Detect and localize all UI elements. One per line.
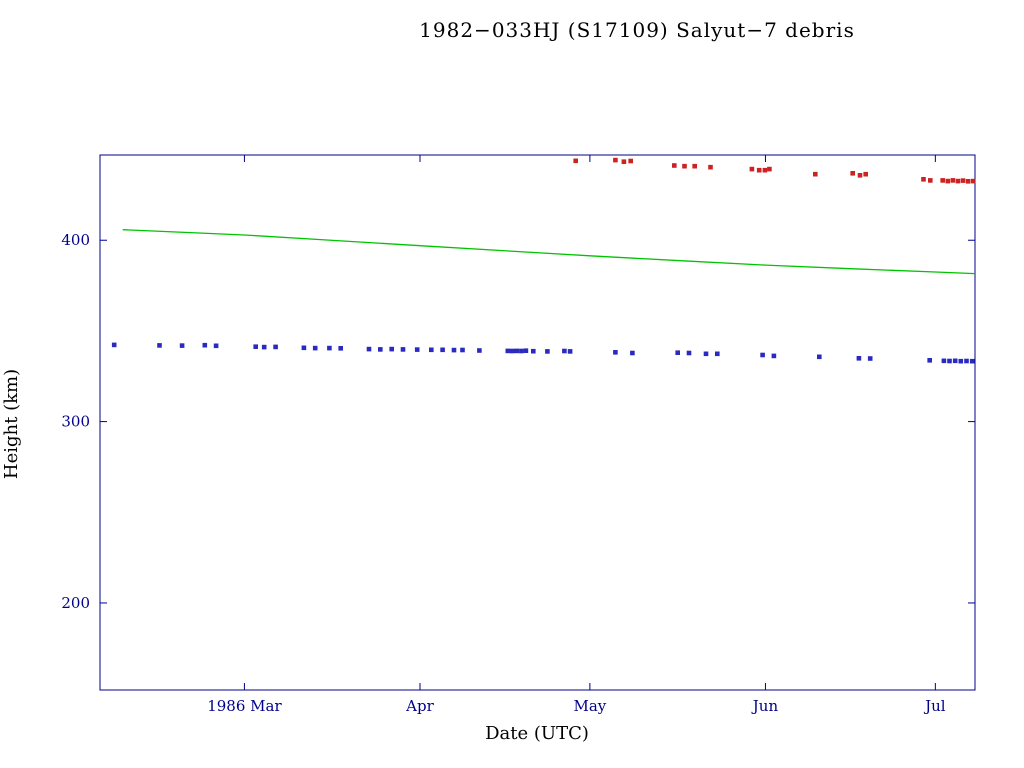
- perigee-height-blue-squares-point: [927, 358, 932, 363]
- apogee-height-red-squares-point: [573, 158, 578, 164]
- perigee-height-blue-squares-point: [400, 347, 406, 352]
- apogee-height-red-squares-point: [708, 164, 713, 170]
- perigee-height-blue-squares-point: [111, 342, 117, 348]
- perigee-height-blue-squares-point: [715, 351, 720, 357]
- perigee-height-blue-squares-point: [952, 358, 958, 364]
- perigee-height-blue-squares-point: [947, 358, 952, 364]
- perigee-height-blue-squares-point: [327, 345, 332, 351]
- mean-height-green-line: [122, 229, 976, 275]
- x-tick-label: Jun: [751, 697, 779, 715]
- perigee-height-blue-squares-point: [338, 346, 343, 351]
- apogee-height-red-squares-point: [621, 159, 627, 164]
- apogee-height-red-squares-point: [921, 177, 926, 182]
- perigee-height-blue-squares-point: [630, 350, 635, 356]
- apogee-height-red-squares-point: [971, 178, 976, 184]
- apogee-height-red-squares-point: [749, 166, 755, 172]
- apogee-height-red-squares-point: [756, 167, 762, 173]
- perigee-height-blue-squares-point: [817, 354, 822, 360]
- perigee-height-blue-squares-point: [477, 348, 482, 353]
- plot-area: 1986 Mar Apr May Jun Jul 200 300 400: [61, 154, 976, 715]
- perigee-height-blue-squares-point: [760, 352, 765, 358]
- perigee-height-blue-squares-point: [523, 348, 529, 353]
- y-tick-label: 300: [61, 413, 90, 431]
- perigee-height-blue-squares-point: [451, 347, 457, 353]
- x-tick-label: 1986 Mar: [207, 697, 282, 715]
- apogee-height-red-squares-point: [628, 158, 633, 164]
- apogee-height-red-squares-point: [863, 171, 868, 177]
- perigee-height-blue-squares-point: [440, 347, 445, 353]
- perigee-height-blue-squares-point: [157, 343, 162, 348]
- perigee-height-blue-squares-point: [366, 346, 372, 352]
- y-axis-label: Height (km): [1, 369, 22, 479]
- perigee-height-blue-squares-point: [562, 348, 567, 354]
- x-axis-label: Date (UTC): [485, 723, 589, 744]
- perigee-height-blue-squares-point: [213, 343, 219, 349]
- perigee-height-blue-squares-point: [460, 347, 465, 353]
- perigee-height-blue-squares-point: [686, 350, 692, 356]
- perigee-height-blue-squares-point: [856, 356, 862, 361]
- apogee-height-red-squares-point: [813, 171, 818, 177]
- perigee-height-blue-squares-point: [510, 348, 515, 354]
- x-tick-label: May: [573, 697, 606, 715]
- perigee-height-blue-squares-point: [941, 358, 947, 364]
- perigee-height-blue-squares-point: [429, 347, 434, 353]
- apogee-height-red-squares-point: [945, 178, 951, 184]
- perigee-height-blue-squares-point: [969, 358, 975, 364]
- apogee-height-red-squares-point: [950, 178, 956, 183]
- perigee-height-blue-squares-point: [179, 343, 185, 348]
- perigee-height-blue-squares-point: [545, 349, 550, 354]
- perigee-height-blue-squares-point: [312, 345, 318, 351]
- perigee-height-blue-squares-point: [675, 350, 680, 355]
- perigee-height-blue-squares-point: [202, 342, 208, 348]
- apogee-height-red-squares-point: [850, 171, 855, 176]
- apogee-height-red-squares-point: [955, 178, 961, 184]
- perigee-height-blue-squares-point: [514, 348, 520, 354]
- perigee-height-blue-squares-point: [519, 348, 524, 354]
- perigee-height-blue-squares-point: [505, 348, 511, 354]
- perigee-height-blue-squares-point: [567, 349, 573, 354]
- x-tick-label: Apr: [405, 697, 434, 715]
- perigee-height-blue-squares-point: [301, 345, 307, 351]
- y-tick-label: 200: [61, 594, 90, 612]
- chart-title: 1982−033HJ (S17109) Salyut−7 debris: [419, 18, 855, 42]
- apogee-height-red-squares-point: [682, 163, 687, 169]
- apogee-height-red-squares-point: [767, 166, 772, 172]
- perigee-height-blue-squares-point: [958, 358, 964, 364]
- apogee-height-red-squares-point: [672, 163, 677, 168]
- perigee-height-blue-squares-point: [964, 358, 969, 364]
- apogee-height-red-squares-point: [762, 167, 768, 173]
- x-tick-label: Jul: [923, 697, 946, 715]
- apogee-height-red-squares-point: [940, 178, 945, 183]
- y-tick-label: 400: [61, 231, 90, 249]
- perigee-height-blue-squares-point: [531, 348, 536, 354]
- apogee-height-red-squares-point: [857, 173, 863, 178]
- perigee-height-blue-squares-point: [253, 344, 258, 349]
- perigee-height-blue-squares-point: [771, 353, 777, 359]
- perigee-height-blue-squares-point: [867, 356, 873, 361]
- perigee-height-blue-squares-point: [414, 347, 420, 352]
- perigee-height-blue-squares-point: [273, 344, 278, 350]
- apogee-height-red-squares-point: [960, 178, 966, 183]
- apogee-height-red-squares-point: [965, 179, 971, 184]
- perigee-height-blue-squares-point: [613, 350, 618, 355]
- perigee-height-blue-squares-point: [703, 351, 709, 357]
- perigee-height-blue-squares-point: [389, 346, 394, 352]
- perigee-height-blue-squares-point: [378, 347, 383, 352]
- apogee-height-red-squares-point: [613, 157, 618, 163]
- apogee-height-red-squares-point: [692, 163, 697, 169]
- apogee-height-red-squares-point: [928, 178, 933, 183]
- perigee-height-blue-squares-point: [261, 344, 267, 350]
- plot-frame: [99, 154, 976, 691]
